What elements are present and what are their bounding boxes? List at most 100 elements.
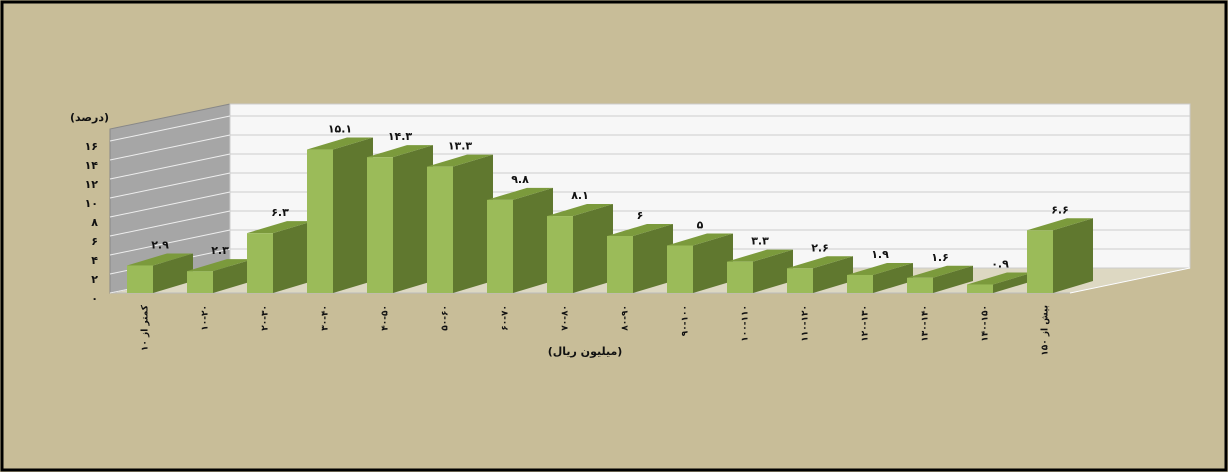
bar [247,233,273,293]
value-label: ۱۴.۳ [388,130,413,143]
bar-top [847,262,913,275]
bar-top [247,221,313,234]
bar [847,274,873,293]
side-grid-line [109,134,231,161]
bar-top [547,204,613,217]
bar-top [367,145,433,158]
bar [787,268,813,293]
bar-top [727,249,793,262]
side-grid-line [109,172,231,199]
x-tick-label: ۶۰-۷۰ [501,305,511,331]
bar-side [1053,218,1093,293]
side-grid-line [109,191,231,218]
x-tick-label: ۵۰-۶۰ [441,305,451,331]
bar-side [453,154,493,293]
bar-side [933,265,973,293]
bar [487,199,513,293]
value-label: ۶.۶ [1051,203,1069,216]
side-grid-line [109,229,231,256]
bar-top [787,256,853,269]
value-label: ۲.۳ [211,244,229,257]
bar-top [427,154,493,167]
x-axis-title: (میلیون ریال) [548,345,623,358]
y-tick-label: ۱۶ [85,140,98,153]
bar-side [873,262,913,293]
bar-top [307,137,373,150]
value-label: ۱۵.۱ [328,123,352,136]
bar [547,216,573,293]
x-tick-label: ۹۰-۱۰۰ [681,305,691,336]
bar-side [273,221,313,293]
bar [727,261,753,293]
bar-top [607,224,673,236]
side-grid-line [109,153,231,180]
bar [427,166,453,293]
x-tick-label: ۱۳۰-۱۴۰ [921,305,931,342]
bar-top [1027,218,1093,231]
bar [367,157,393,293]
y-tick-label: ۴ [91,254,98,267]
value-label: ۹.۸ [511,173,529,186]
value-label: ۲.۹ [151,238,169,251]
bar-side [393,145,433,293]
value-label: ۵ [697,219,704,232]
side-grid-line [109,115,231,142]
bar-side [753,249,793,293]
x-tick-label: کمتر از ۱۰ [141,304,151,351]
x-tick-label: ۸۰-۹۰ [621,305,631,331]
y-axis-title: (درصد) [70,111,109,124]
x-tick-label: ۱۰-۲۰ [201,305,211,331]
floor-edge [1069,267,1191,294]
bar-top [487,187,553,200]
value-label: ۰.۹ [991,257,1009,270]
y-tick-label: ۸ [91,216,98,229]
bar-side [993,272,1033,293]
bar-side [513,187,553,293]
bar [127,265,153,293]
y-tick-label: ۱۰ [85,197,98,210]
bar [967,284,993,293]
bar-top [187,259,253,272]
bar-side [813,256,853,293]
x-tick-label: ۷۰-۸۰ [561,305,571,331]
x-tick-label: ۱۰۰-۱۱۰ [741,305,751,342]
bar-side [633,224,673,293]
bar [907,277,933,293]
value-label: ۳.۳ [751,235,769,248]
bar [1027,230,1053,293]
y-tick-label: ۲ [91,273,98,286]
x-tick-label: ۴۰-۵۰ [381,305,391,331]
y-tick-label: ۶ [91,235,98,248]
bar-top [907,265,973,278]
x-tick-label: ۱۱۰-۱۲۰ [801,305,811,342]
value-label: ۲.۶ [811,241,829,254]
bar [307,149,333,293]
y-tick-label: ۰ [91,292,98,305]
bar [607,236,633,293]
bar-side [153,253,193,293]
value-label: ۶ [637,209,644,222]
value-label: ۱۳.۳ [448,140,473,153]
value-label: ۶.۳ [271,206,289,219]
bar-top [127,253,193,266]
bar-side [213,259,253,293]
x-tick-label: بیش از ۱۵۰ [1041,305,1051,356]
bar-side [333,137,373,293]
bar-top [967,272,1033,285]
y-tick-label: ۱۴ [85,159,99,172]
y-tick-label: ۱۲ [85,178,99,191]
bar-top [667,233,733,246]
x-tick-label: ۱۲۰-۱۳۰ [861,305,871,342]
bar [187,271,213,293]
x-tick-label: ۳۰-۴۰ [321,305,331,331]
bar-side [693,233,733,293]
value-label: ۱.۶ [931,251,949,264]
x-tick-label: ۱۴۰-۱۵۰ [981,305,991,342]
bar [667,245,693,293]
bar-side [573,204,613,293]
value-label: ۱.۹ [871,248,889,261]
value-label: ۸.۱ [571,189,589,202]
x-tick-label: ۲۰-۳۰ [261,305,271,331]
